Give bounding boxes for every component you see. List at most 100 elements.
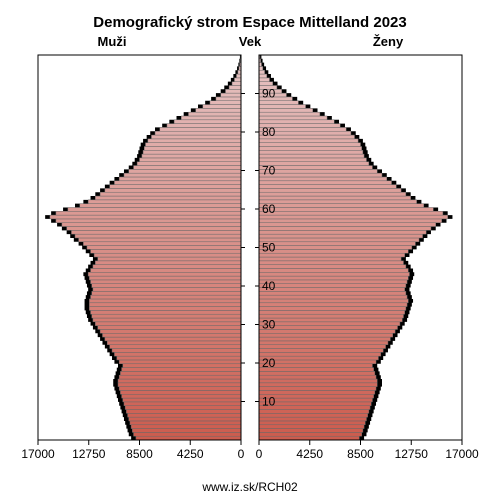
bar-men	[50, 215, 241, 219]
bar-women	[259, 398, 372, 402]
bar-women	[259, 162, 369, 166]
bar-women	[259, 146, 362, 150]
bar-men	[95, 196, 241, 200]
bar-women	[259, 120, 334, 124]
bar-men	[95, 261, 241, 265]
bar-women	[259, 390, 375, 394]
bar-women	[259, 207, 433, 211]
bar-men	[151, 135, 241, 139]
bar-women	[259, 406, 370, 410]
bar-women	[259, 246, 412, 250]
bar-men	[114, 181, 241, 185]
bar-men	[91, 268, 241, 272]
bar-men	[221, 93, 241, 97]
bar-women	[259, 326, 398, 330]
bar-women	[259, 318, 402, 322]
bar-men	[87, 246, 241, 250]
bar-men	[119, 177, 241, 181]
bar-men	[91, 280, 241, 284]
y-tick-label: 30	[262, 318, 276, 332]
bar-men	[119, 387, 241, 391]
bar-women	[259, 337, 390, 341]
bar-women	[259, 341, 388, 345]
bar-women	[259, 105, 306, 109]
bar-women	[259, 329, 395, 333]
bar-women	[259, 284, 406, 288]
label-women: Ženy	[373, 34, 404, 49]
bar-men	[93, 318, 241, 322]
x-tick-label: 12750	[395, 447, 429, 461]
bar-women	[259, 410, 369, 414]
bar-men	[160, 127, 241, 131]
bar-men	[174, 120, 241, 124]
bar-women	[259, 413, 368, 417]
x-tick-label: 4250	[177, 447, 204, 461]
bar-women	[259, 383, 377, 387]
bar-women	[259, 425, 364, 429]
bar-women	[259, 295, 407, 299]
bar-men	[236, 74, 241, 78]
y-tick-label: 10	[262, 395, 276, 409]
y-tick-label: 70	[262, 164, 276, 178]
y-tick-label: 20	[262, 356, 276, 370]
bar-women	[259, 177, 387, 181]
bar-men	[94, 253, 241, 257]
chart-footer-source: www.iz.sk/RCH02	[0, 480, 500, 494]
bar-men	[112, 349, 241, 353]
bar-women	[259, 211, 443, 215]
bar-women	[259, 257, 401, 261]
bar-men	[91, 310, 241, 314]
bar-men	[196, 108, 241, 112]
bar-men	[188, 112, 241, 116]
bar-women	[259, 143, 361, 147]
bar-men	[67, 227, 241, 231]
bar-women	[259, 230, 426, 234]
label-men: Muži	[98, 34, 127, 49]
bar-men	[118, 379, 241, 383]
bar-men	[117, 356, 241, 360]
bar-men	[129, 417, 241, 421]
bar-men	[142, 154, 241, 158]
bar-men	[79, 238, 241, 242]
bar-men	[119, 360, 241, 364]
bar-women	[259, 242, 415, 246]
bar-women	[259, 215, 448, 219]
bar-women	[259, 150, 363, 154]
bar-men	[92, 284, 241, 288]
bar-women	[259, 280, 407, 284]
bar-women	[259, 219, 442, 223]
bar-women	[259, 112, 320, 116]
bar-men	[120, 390, 241, 394]
bar-men	[134, 432, 241, 436]
bar-men	[128, 413, 241, 417]
bar-men	[216, 97, 241, 101]
bar-women	[259, 204, 424, 208]
bar-women	[259, 364, 372, 368]
bar-women	[259, 265, 406, 269]
bar-women	[259, 432, 362, 436]
bar-women	[259, 345, 386, 349]
bar-men	[92, 291, 241, 295]
bar-men	[123, 398, 241, 402]
bar-women	[259, 101, 298, 105]
bar-men	[56, 211, 241, 215]
x-tick-label: 0	[256, 447, 263, 461]
bar-women	[259, 268, 408, 272]
bar-women	[259, 70, 265, 74]
bar-women	[259, 436, 359, 440]
bar-men	[120, 371, 241, 375]
y-tick-label: 80	[262, 125, 276, 139]
x-tick-label: 17000	[445, 447, 479, 461]
bar-men	[129, 169, 241, 173]
bar-women	[259, 78, 270, 82]
chart-container: Demografický strom Espace Mittelland 202…	[0, 0, 500, 500]
bar-men	[181, 116, 241, 120]
y-tick-label: 60	[262, 202, 276, 216]
bar-men	[93, 288, 241, 292]
bar-women	[259, 185, 396, 189]
y-tick-label: 50	[262, 241, 276, 255]
bar-women	[259, 166, 372, 170]
bar-men	[91, 249, 241, 253]
bar-men	[119, 375, 241, 379]
x-tick-label: 17000	[21, 447, 55, 461]
